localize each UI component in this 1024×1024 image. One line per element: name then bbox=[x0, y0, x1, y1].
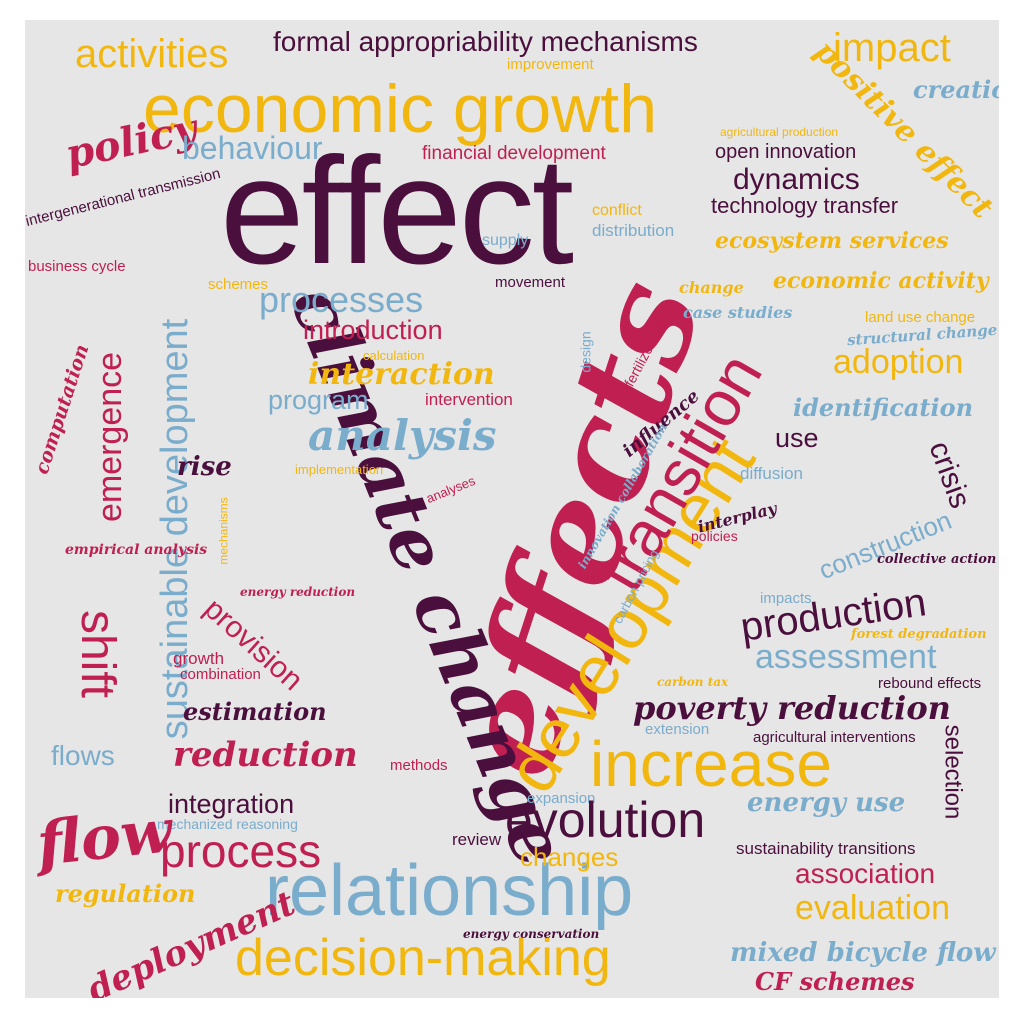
word-adoption: adoption bbox=[833, 343, 964, 381]
word-energy-conservation: energy conservation bbox=[463, 927, 600, 941]
word-evaluation: evaluation bbox=[795, 889, 951, 927]
word-forest-degradation: forest degradation bbox=[851, 627, 987, 642]
word-relationship: relationship bbox=[265, 851, 634, 931]
word-flows: flows bbox=[51, 740, 115, 771]
word-mechanized-reasoning: mechanized reasoning bbox=[157, 816, 298, 832]
word-program: program bbox=[268, 385, 369, 415]
word-processes: processes bbox=[259, 279, 424, 320]
word-crisis: crisis bbox=[922, 437, 977, 513]
word-collective-action: collective action bbox=[877, 552, 997, 567]
word-impact: impact bbox=[833, 26, 951, 70]
word-economic-growth: economic growth bbox=[143, 71, 658, 147]
word-schemes: schemes bbox=[208, 276, 269, 293]
word-assessment: assessment bbox=[755, 638, 937, 676]
word-financial-development: financial development bbox=[422, 143, 606, 164]
word-selection: selection bbox=[939, 724, 967, 820]
word-emergence: emergence bbox=[91, 351, 130, 523]
word-business-cycle: business cycle bbox=[28, 258, 126, 275]
word-energy-use: energy use bbox=[747, 788, 906, 818]
word-methods: methods bbox=[390, 757, 448, 774]
word-poverty-reduction: poverty reduction bbox=[633, 689, 951, 727]
word-improvement: improvement bbox=[507, 56, 594, 73]
word-empirical-analysis: empirical analysis bbox=[65, 542, 208, 558]
word-economic-activity: economic activity bbox=[773, 268, 989, 294]
word-rise: rise bbox=[177, 452, 232, 482]
word-cloud: effect effects economic growth climate c… bbox=[25, 20, 999, 998]
word-design: design bbox=[577, 331, 594, 373]
word-intergenerational-transmission: intergenerational transmission bbox=[25, 165, 223, 230]
word-flow: flow bbox=[33, 796, 176, 880]
word-evolution: evolution bbox=[505, 792, 706, 848]
word-mixed-bicycle-flow: mixed bicycle flow bbox=[730, 938, 996, 968]
word-land-use-change: land use change bbox=[865, 309, 976, 326]
word-expansion: expansion bbox=[527, 790, 596, 807]
word-integration: integration bbox=[168, 789, 295, 819]
word-use: use bbox=[775, 423, 819, 453]
word-increase: increase bbox=[590, 728, 832, 800]
word-review: review bbox=[452, 830, 502, 849]
word-introduction: introduction bbox=[303, 315, 443, 345]
word-agricultural-production: agricultural production bbox=[720, 125, 839, 139]
word-policies: policies bbox=[691, 528, 738, 544]
word-rebound-effects: rebound effects bbox=[878, 675, 982, 692]
word-shift: shift bbox=[71, 609, 125, 699]
word-ecosystem-services: ecosystem services bbox=[715, 228, 949, 254]
word-growth: growth bbox=[173, 649, 225, 668]
word-sustainability-transitions: sustainability transitions bbox=[736, 839, 916, 858]
word-regulation: regulation bbox=[55, 879, 196, 908]
word-distribution: distribution bbox=[592, 221, 675, 240]
word-association: association bbox=[795, 858, 936, 889]
word-carbon-tax: carbon tax bbox=[657, 675, 729, 689]
word-creation: creation bbox=[913, 75, 999, 104]
word-analysis: analysis bbox=[308, 411, 497, 460]
word-reduction: reduction bbox=[173, 735, 358, 775]
word-supply: supply bbox=[482, 232, 529, 249]
word-impacts: impacts bbox=[760, 590, 812, 607]
word-activities: activities bbox=[75, 32, 229, 76]
word-intervention: intervention bbox=[425, 390, 513, 409]
word-behaviour: behaviour bbox=[182, 130, 323, 166]
word-technology-transfer: technology transfer bbox=[711, 193, 899, 218]
word-formal-appropriability-mechanisms: formal appropriability mechanisms bbox=[273, 26, 698, 57]
word-interaction: interaction bbox=[308, 357, 495, 392]
word-diffusion: diffusion bbox=[740, 464, 804, 483]
word-combination: combination bbox=[180, 666, 261, 683]
word-case-studies: case studies bbox=[683, 303, 793, 322]
word-changes: changes bbox=[520, 842, 619, 872]
word-extension: extension bbox=[645, 721, 710, 738]
word-identification: identification bbox=[793, 393, 974, 422]
word-conflict: conflict bbox=[592, 202, 642, 219]
word-calculation: calculation bbox=[363, 348, 425, 363]
word-estimation: estimation bbox=[183, 697, 327, 726]
word-agricultural-interventions: agricultural interventions bbox=[753, 729, 916, 746]
word-effect: effect bbox=[220, 126, 574, 296]
word-construction: construction bbox=[814, 504, 956, 586]
word-computation: computation bbox=[30, 341, 94, 477]
word-open-innovation: open innovation bbox=[715, 141, 857, 163]
word-decision-making: decision-making bbox=[235, 929, 611, 987]
word-energy-reduction: energy reduction bbox=[240, 585, 356, 599]
word-change: change bbox=[679, 278, 744, 297]
word-mechanisms: mechanisms bbox=[216, 497, 231, 565]
word-process: process bbox=[160, 825, 322, 877]
word-cf-schemes: CF schemes bbox=[755, 967, 915, 996]
word-implementation: implementation bbox=[295, 462, 384, 477]
word-dynamics: dynamics bbox=[733, 163, 860, 196]
word-policy: policy bbox=[61, 104, 201, 179]
word-movement: movement bbox=[495, 274, 566, 291]
